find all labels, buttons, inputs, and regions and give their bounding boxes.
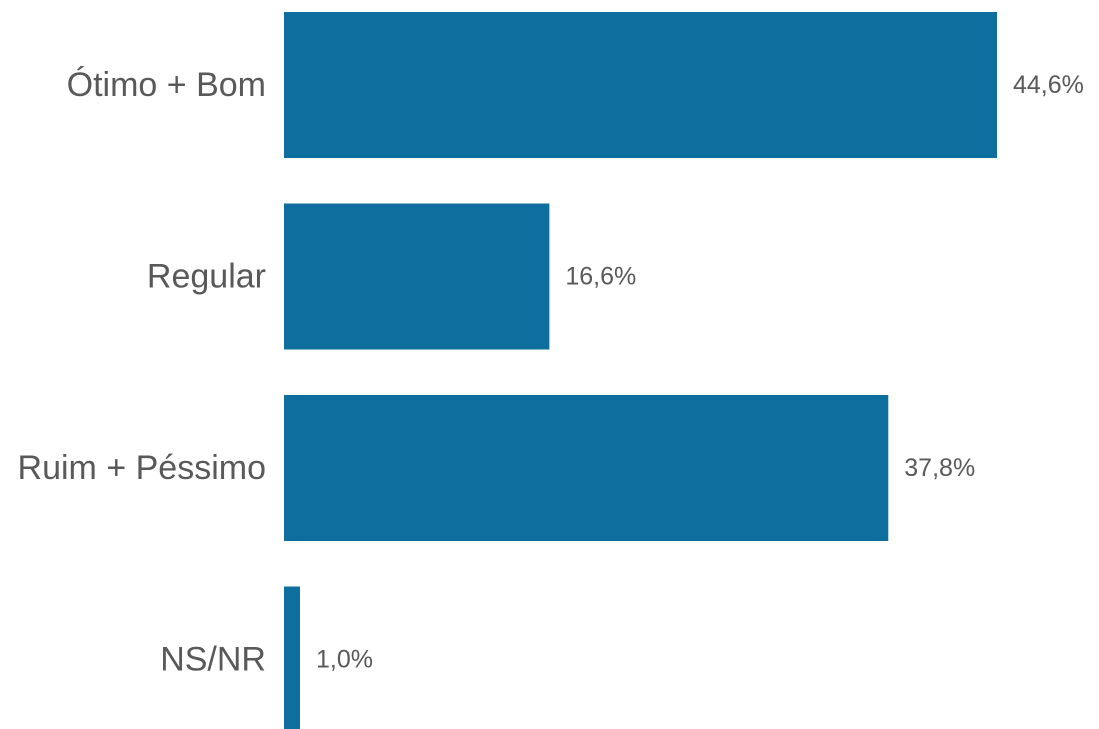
- data-label: 1,0%: [316, 646, 373, 674]
- category-labels: Ótimo + Bom Regular Ruim + Péssimo NS/NR: [18, 66, 266, 679]
- data-label: 16,6%: [565, 263, 636, 291]
- category-label: Ótimo + Bom: [67, 66, 266, 104]
- bar-1: [284, 203, 550, 350]
- data-labels: 44,6% 16,6% 37,8% 1,0%: [316, 71, 1084, 674]
- bar-2: [284, 395, 889, 541]
- bar-0: [284, 12, 997, 158]
- data-label: 44,6%: [1013, 71, 1084, 99]
- category-label: Regular: [147, 258, 266, 296]
- category-label: Ruim + Péssimo: [18, 449, 266, 487]
- bar-3: [284, 586, 300, 729]
- category-label: NS/NR: [160, 641, 266, 679]
- data-label: 37,8%: [904, 454, 975, 482]
- bars: [284, 12, 997, 729]
